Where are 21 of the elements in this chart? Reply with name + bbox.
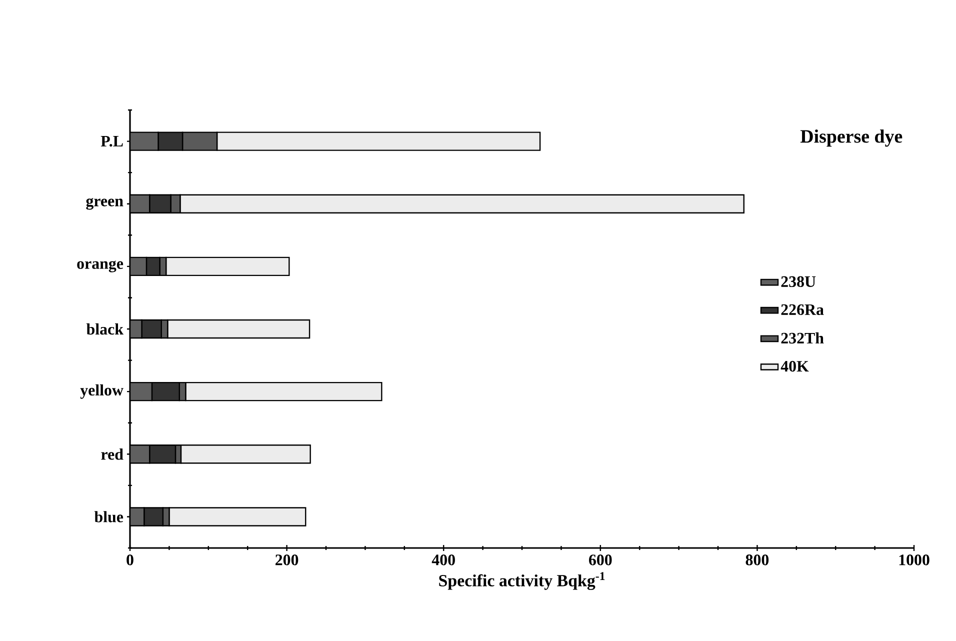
y-tick-label: green <box>86 198 124 210</box>
y-tick-label: red <box>101 448 124 460</box>
y-tick-label: yellow <box>80 384 124 399</box>
x-tick-label: 1000 <box>899 554 930 566</box>
y-tick-label: blue <box>94 511 124 522</box>
text: Disperse dye <box>800 129 902 147</box>
y-tick-label: orange <box>77 260 124 272</box>
bar <box>130 382 153 402</box>
legend-label: 226Ra <box>781 304 824 316</box>
legend-label: 40K <box>780 360 809 372</box>
x-tick-label: 400 <box>432 554 455 566</box>
legend-label: 232Th <box>781 332 824 344</box>
x-tick-label: 0 <box>126 554 134 566</box>
bar <box>180 444 311 464</box>
y-tick-label: P.L <box>100 136 123 147</box>
x-axis-title: Specific activity Bqkg$^{-1}$ <box>439 572 605 590</box>
x-tick-label: 800 <box>746 554 769 566</box>
legend-label: 238U <box>781 276 816 288</box>
x-tick-label: 200 <box>276 554 298 566</box>
y-tick-label: black <box>86 323 124 335</box>
x-tick-label: 600 <box>589 554 612 566</box>
